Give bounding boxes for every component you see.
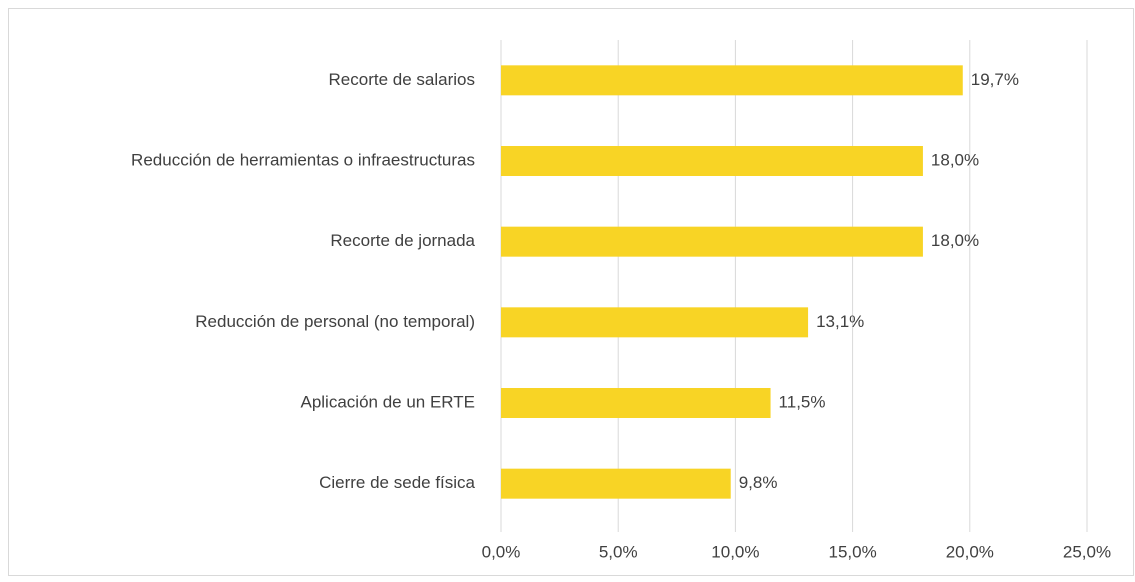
bar xyxy=(501,468,731,499)
bar xyxy=(501,65,963,96)
x-tick-label: 20,0% xyxy=(946,542,994,561)
x-tick-label: 5,0% xyxy=(599,542,638,561)
y-tick-label: Reducción de herramientas o infraestruct… xyxy=(131,150,475,169)
y-tick-label: Cierre de sede física xyxy=(319,473,475,492)
y-tick-label: Reducción de personal (no temporal) xyxy=(195,312,475,331)
y-tick-label: Aplicación de un ERTE xyxy=(300,392,475,411)
x-tick-label: 10,0% xyxy=(711,542,759,561)
bar xyxy=(501,388,771,418)
data-label: 18,0% xyxy=(931,231,979,250)
data-label: 19,7% xyxy=(971,70,1019,89)
x-tick-label: 25,0% xyxy=(1063,542,1111,561)
bar xyxy=(501,307,809,338)
x-tick-label: 0,0% xyxy=(482,542,521,561)
y-tick-label: Recorte de salarios xyxy=(329,70,475,89)
data-label: 18,0% xyxy=(931,150,979,169)
data-label: 13,1% xyxy=(816,312,864,331)
data-label: 11,5% xyxy=(779,392,826,411)
y-tick-label: Recorte de jornada xyxy=(330,231,475,250)
data-label: 9,8% xyxy=(739,473,778,492)
bar xyxy=(501,146,923,176)
x-tick-label: 15,0% xyxy=(828,542,876,561)
bar xyxy=(501,226,923,257)
